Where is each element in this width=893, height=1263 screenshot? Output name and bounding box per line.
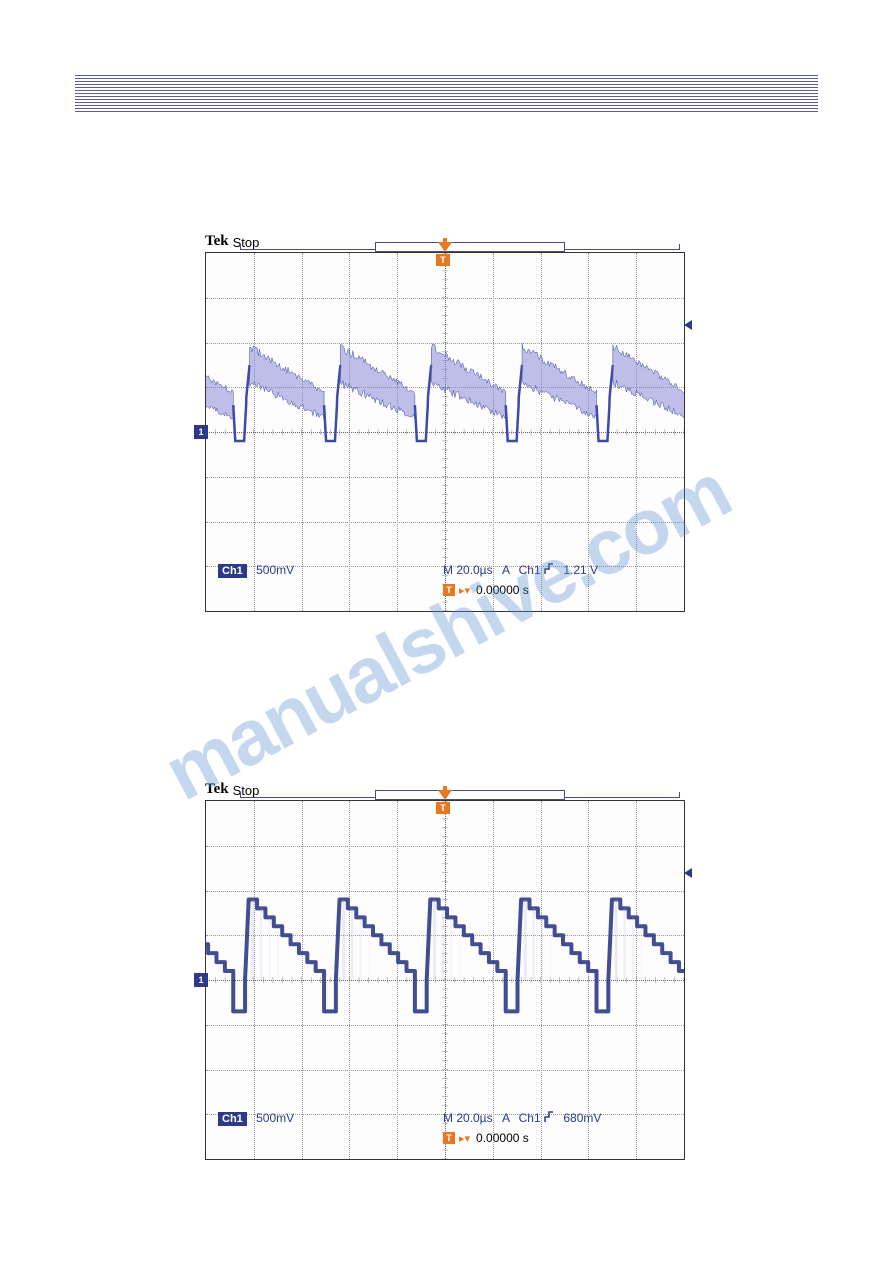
scope1-rising-edge-icon: [544, 563, 554, 578]
scope1-footer: Ch1 500mV M 20.0µs A Ch1 1.21 V T ▸▾ 0.0…: [218, 563, 672, 603]
scope2-brand: Tek: [205, 781, 229, 798]
scope1-time-group: T ▸▾ 0.00000 s: [443, 583, 529, 597]
scope1-trigger-source: Ch1: [519, 563, 541, 577]
scope2-trigger-t-icon: T: [436, 802, 450, 814]
scope1-trigger-level: 1.21 V: [563, 563, 598, 577]
scope2-ch-badge: Ch1: [218, 1112, 247, 1126]
scope2-window-indicator: [375, 790, 565, 800]
scope1-trigger-time: 0.00000 s: [476, 583, 529, 597]
scope1-trigger-mode: A: [502, 563, 509, 577]
scope2-trigger-time: 0.00000 s: [476, 1131, 529, 1145]
scope2-trigger-mode: A: [502, 1111, 509, 1125]
scope1-vdiv: 500mV: [256, 563, 294, 577]
scope2-grid: 1 Ch1 500mV M 20.0µs A Ch1 680mV T ▸▾ 0.…: [205, 800, 685, 1160]
scope2-timebase: M 20.0µs: [443, 1111, 493, 1125]
scope2-trigger-level: 680mV: [563, 1111, 601, 1125]
scope2-channel-marker: 1: [194, 973, 208, 987]
scope1-header: Tek Stop T: [205, 230, 685, 250]
scope1-time-t-icon: T: [443, 584, 455, 596]
scope1-window-indicator: [375, 242, 565, 252]
oscilloscope-capture-1: Tek Stop T 1 Ch1 500mV M 20.0µs A Ch1 1.…: [205, 230, 685, 630]
scope2-time-t-icon: T: [443, 1132, 455, 1144]
scope2-rising-edge-icon: [544, 1111, 554, 1126]
scope2-trigger-level-marker-icon: [684, 868, 692, 878]
scope2-trigger-source: Ch1: [519, 1111, 541, 1125]
scope1-trigger-t-icon: T: [436, 254, 450, 266]
header-rule-lines: [75, 75, 818, 115]
scope1-trigger-level-marker-icon: [684, 320, 692, 330]
scope1-arrow-icon: ▸▾: [459, 584, 470, 597]
scope1-brand: Tek: [205, 233, 229, 250]
scope2-vdiv: 500mV: [256, 1111, 294, 1125]
scope2-timebase-group: M 20.0µs A Ch1 680mV: [443, 1111, 601, 1126]
scope1-grid: 1 Ch1 500mV M 20.0µs A Ch1 1.21 V T ▸▾ 0…: [205, 252, 685, 612]
oscilloscope-capture-2: Tek Stop T 1 Ch1 500mV M 20.0µs A Ch1 68…: [205, 778, 685, 1178]
scope2-header: Tek Stop T: [205, 778, 685, 798]
scope1-channel-marker: 1: [194, 425, 208, 439]
scope2-arrow-icon: ▸▾: [459, 1132, 470, 1145]
scope1-timebase-group: M 20.0µs A Ch1 1.21 V: [443, 563, 598, 578]
scope2-footer: Ch1 500mV M 20.0µs A Ch1 680mV T ▸▾ 0.00…: [218, 1111, 672, 1151]
scope2-time-group: T ▸▾ 0.00000 s: [443, 1131, 529, 1145]
scope1-ch-badge: Ch1: [218, 564, 247, 578]
scope1-timebase: M 20.0µs: [443, 563, 493, 577]
